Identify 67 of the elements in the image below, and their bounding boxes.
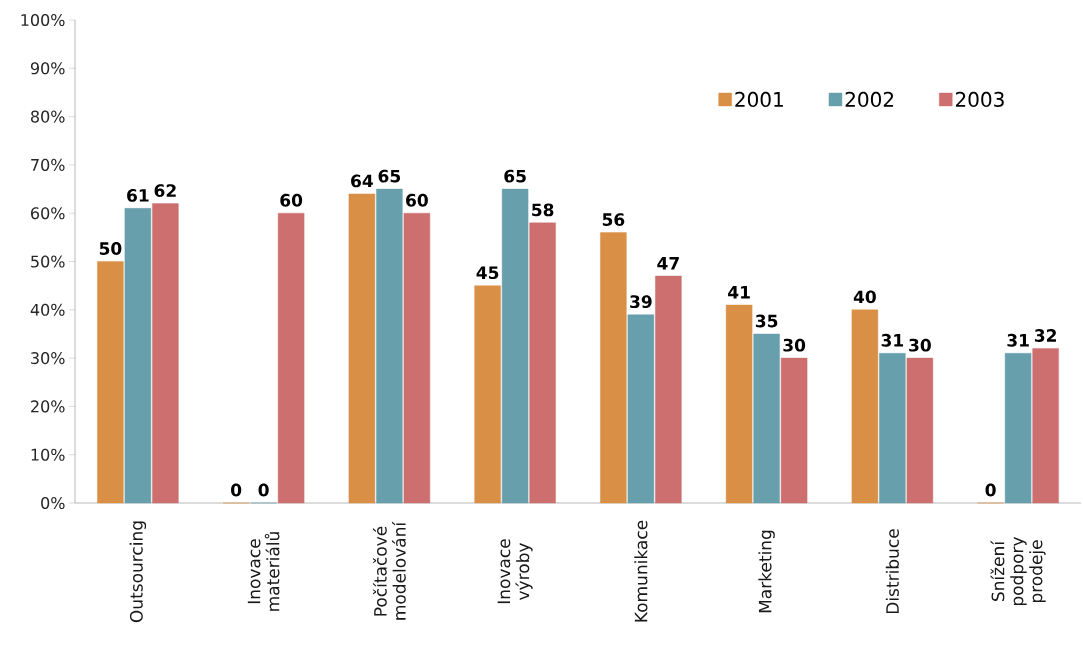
y-tick-label: 50% [31,255,65,268]
data-label: 41 [728,286,750,299]
y-tick-label: 20% [31,400,65,413]
data-label: 61 [127,189,149,202]
bar [124,208,152,504]
y-tick-label: 40% [30,303,65,316]
y-tick-label: 70% [31,158,65,171]
data-label: 45 [476,266,499,280]
bar [851,309,879,504]
data-label: 30 [783,338,806,352]
y-tick-label: 0% [41,496,65,510]
data-label: 62 [154,184,176,197]
data-label: 58 [532,203,554,217]
legend-label: 2001 [735,91,783,107]
bar [403,213,431,504]
bar [627,314,655,504]
bar [780,357,808,504]
data-label: 0 [231,483,242,497]
bar [655,275,682,504]
data-label: 30 [909,338,931,352]
legend-label: 2002 [845,91,894,107]
y-tick-label: 100% [21,13,65,27]
data-label: 32 [1034,329,1056,342]
y-tick-label: 80% [30,110,65,123]
bar [725,304,753,504]
x-tick-label: Outsourcing [129,521,147,623]
bar [753,333,780,504]
bar [474,285,501,504]
data-label: 0 [258,483,269,497]
x-tick-label: Inovace materiálů [247,532,280,611]
legend-label: 2003 [955,91,1004,107]
data-label: 39 [630,295,652,309]
bar [152,203,179,504]
y-tick-label: 10% [31,448,65,461]
bar [277,213,305,504]
bar [906,357,934,504]
data-label: 65 [504,169,526,183]
bar [1004,353,1032,504]
bar [501,188,529,504]
data-label: 65 [378,169,401,183]
bar [529,222,556,504]
bar [600,232,627,504]
x-tick-label: Marketing [758,530,775,613]
x-tick-label: Komunikace [634,520,648,622]
data-label: 64 [351,174,373,188]
y-tick-label: 60% [31,207,65,220]
data-label: 40 [853,290,876,304]
bar [376,188,403,504]
data-label: 31 [881,333,904,347]
x-tick-label: Inovace výroby [497,539,533,604]
bar [1032,348,1059,504]
data-label: 31 [1007,333,1029,347]
x-tick-label: Snížení podpory prodeje [990,536,1046,606]
y-tick-label: 90% [30,62,65,75]
data-label: 50 [99,242,122,255]
data-label: 56 [602,213,625,226]
data-label: 60 [280,193,303,207]
x-tick-label: Počítačové modelování [372,521,406,620]
bar [97,261,124,504]
data-label: 35 [755,314,778,328]
bar [879,353,906,504]
data-label: 60 [406,193,428,207]
data-label: 0 [985,483,996,497]
bar [348,193,376,504]
y-tick-label: 30% [31,352,65,365]
x-tick-label: Distribuce [885,529,899,614]
data-label: 47 [657,257,679,270]
